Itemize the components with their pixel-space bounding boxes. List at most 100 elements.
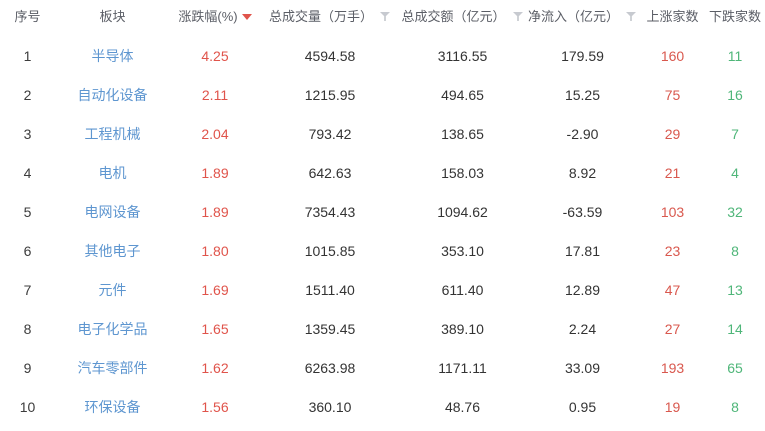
cell-index: 7 xyxy=(23,281,32,298)
table-row[interactable]: 5 电网设备 1.89 7354.43 1094.62 -63.59 103 32 xyxy=(0,192,765,231)
cell-losers: 8 xyxy=(731,242,739,259)
cell-index: 3 xyxy=(23,125,32,142)
cell-sector[interactable]: 元件 xyxy=(98,281,127,298)
column-header-index: 序号 xyxy=(0,0,55,36)
cell-volume: 4594.58 xyxy=(304,47,356,64)
cell-index: 5 xyxy=(23,203,32,220)
column-header-label: 板块 xyxy=(99,8,126,24)
cell-turnover: 611.40 xyxy=(441,281,484,298)
cell-net_inflow: 2.24 xyxy=(568,320,597,337)
cell-gainers: 160 xyxy=(660,47,685,64)
cell-net_inflow: 17.81 xyxy=(564,242,601,259)
cell-losers: 32 xyxy=(727,203,743,220)
cell-sector[interactable]: 工程机械 xyxy=(84,125,141,142)
column-header-change_pct[interactable]: 涨跌幅(%) xyxy=(170,0,260,36)
header-row: 序号 板块 涨跌幅(%) 总成交量（万手） 总成交额（亿元） 净流入（亿元） 上涨家数 下跌家… xyxy=(0,0,765,36)
table-row[interactable]: 10 环保设备 1.56 360.10 48.76 0.95 19 8 xyxy=(0,387,765,426)
cell-turnover: 158.03 xyxy=(441,164,484,181)
cell-change_pct: 1.62 xyxy=(201,359,229,376)
cell-sector[interactable]: 电子化学品 xyxy=(77,320,148,337)
cell-volume: 1359.45 xyxy=(304,320,356,337)
filter-funnel-icon[interactable] xyxy=(512,11,524,22)
table-row[interactable]: 1 半导体 4.25 4594.58 3116.55 179.59 160 11 xyxy=(0,36,765,75)
cell-volume: 1215.95 xyxy=(304,86,356,103)
column-header-label: 净流入（亿元） xyxy=(527,8,619,24)
column-header-label: 上涨家数 xyxy=(646,8,699,24)
cell-sector[interactable]: 半导体 xyxy=(91,47,134,64)
cell-index: 6 xyxy=(23,242,32,259)
cell-index: 10 xyxy=(19,398,36,415)
cell-turnover: 3116.55 xyxy=(437,47,488,64)
cell-gainers: 103 xyxy=(660,203,685,220)
cell-turnover: 1171.11 xyxy=(438,359,487,376)
cell-turnover: 48.76 xyxy=(444,398,481,415)
table-row[interactable]: 2 自动化设备 2.11 1215.95 494.65 15.25 75 16 xyxy=(0,75,765,114)
column-header-label: 序号 xyxy=(14,8,41,24)
cell-volume: 360.10 xyxy=(308,398,352,415)
cell-volume: 1511.40 xyxy=(305,281,355,298)
table-row[interactable]: 3 工程机械 2.04 793.42 138.65 -2.90 29 7 xyxy=(0,114,765,153)
cell-turnover: 1094.62 xyxy=(437,203,488,220)
cell-losers: 7 xyxy=(731,125,739,142)
cell-change_pct: 2.11 xyxy=(201,86,229,103)
cell-volume: 793.42 xyxy=(308,125,352,142)
cell-turnover: 353.10 xyxy=(441,242,484,259)
cell-net_inflow: 15.25 xyxy=(564,86,601,103)
cell-losers: 8 xyxy=(731,398,739,415)
cell-change_pct: 1.65 xyxy=(201,320,229,337)
cell-gainers: 193 xyxy=(660,359,685,376)
cell-gainers: 19 xyxy=(664,398,681,415)
sort-desc-triangle-icon[interactable] xyxy=(241,13,252,20)
table-row[interactable]: 6 其他电子 1.80 1015.85 353.10 17.81 23 8 xyxy=(0,231,765,270)
cell-change_pct: 4.25 xyxy=(201,47,229,64)
column-header-label: 总成交额（亿元） xyxy=(401,8,506,24)
column-header-net_inflow[interactable]: 净流入（亿元） xyxy=(525,0,640,36)
table-row[interactable]: 7 元件 1.69 1511.40 611.40 12.89 47 13 xyxy=(0,270,765,309)
cell-turnover: 389.10 xyxy=(441,320,484,337)
cell-index: 9 xyxy=(23,359,32,376)
cell-gainers: 27 xyxy=(664,320,681,337)
column-header-label: 涨跌幅(%) xyxy=(178,8,238,24)
table-row[interactable]: 4 电机 1.89 642.63 158.03 8.92 21 4 xyxy=(0,153,765,192)
cell-index: 4 xyxy=(23,164,32,181)
cell-gainers: 29 xyxy=(664,125,681,142)
cell-net_inflow: -2.90 xyxy=(566,125,599,142)
cell-turnover: 138.65 xyxy=(441,125,484,142)
cell-gainers: 23 xyxy=(664,242,681,259)
table-row[interactable]: 9 汽车零部件 1.62 6263.98 1171.11 33.09 193 65 xyxy=(0,348,765,387)
column-header-sector: 板块 xyxy=(55,0,170,36)
column-header-label: 下跌家数 xyxy=(708,8,761,24)
cell-sector[interactable]: 自动化设备 xyxy=(77,86,148,103)
cell-volume: 7354.43 xyxy=(304,203,356,220)
column-header-turnover[interactable]: 总成交额（亿元） xyxy=(400,0,525,36)
cell-volume: 1015.85 xyxy=(304,242,356,259)
cell-sector[interactable]: 电机 xyxy=(98,164,127,181)
column-header-volume[interactable]: 总成交量（万手） xyxy=(260,0,400,36)
column-header-gainers: 上涨家数 xyxy=(640,0,705,36)
cell-losers: 4 xyxy=(731,164,739,181)
cell-change_pct: 1.56 xyxy=(201,398,229,415)
cell-turnover: 494.65 xyxy=(441,86,484,103)
cell-volume: 6263.98 xyxy=(304,359,356,376)
cell-sector[interactable]: 电网设备 xyxy=(84,203,141,220)
cell-losers: 16 xyxy=(727,86,743,103)
filter-funnel-icon[interactable] xyxy=(626,11,637,22)
cell-index: 1 xyxy=(23,47,32,64)
filter-funnel-icon[interactable] xyxy=(380,11,391,22)
table-row[interactable]: 8 电子化学品 1.65 1359.45 389.10 2.24 27 14 xyxy=(0,309,765,348)
cell-gainers: 21 xyxy=(664,164,681,181)
cell-gainers: 75 xyxy=(664,86,681,103)
cell-change_pct: 1.69 xyxy=(201,281,229,298)
cell-change_pct: 2.04 xyxy=(201,125,229,142)
cell-change_pct: 1.89 xyxy=(201,164,229,181)
cell-net_inflow: -63.59 xyxy=(562,203,603,220)
cell-change_pct: 1.80 xyxy=(201,242,229,259)
column-header-label: 总成交量（万手） xyxy=(268,8,373,24)
cell-sector[interactable]: 环保设备 xyxy=(84,398,141,415)
column-header-losers: 下跌家数 xyxy=(705,0,765,36)
cell-sector[interactable]: 汽车零部件 xyxy=(77,359,148,376)
cell-net_inflow: 0.95 xyxy=(568,398,597,415)
cell-net_inflow: 179.59 xyxy=(561,47,604,64)
cell-sector[interactable]: 其他电子 xyxy=(84,242,141,259)
